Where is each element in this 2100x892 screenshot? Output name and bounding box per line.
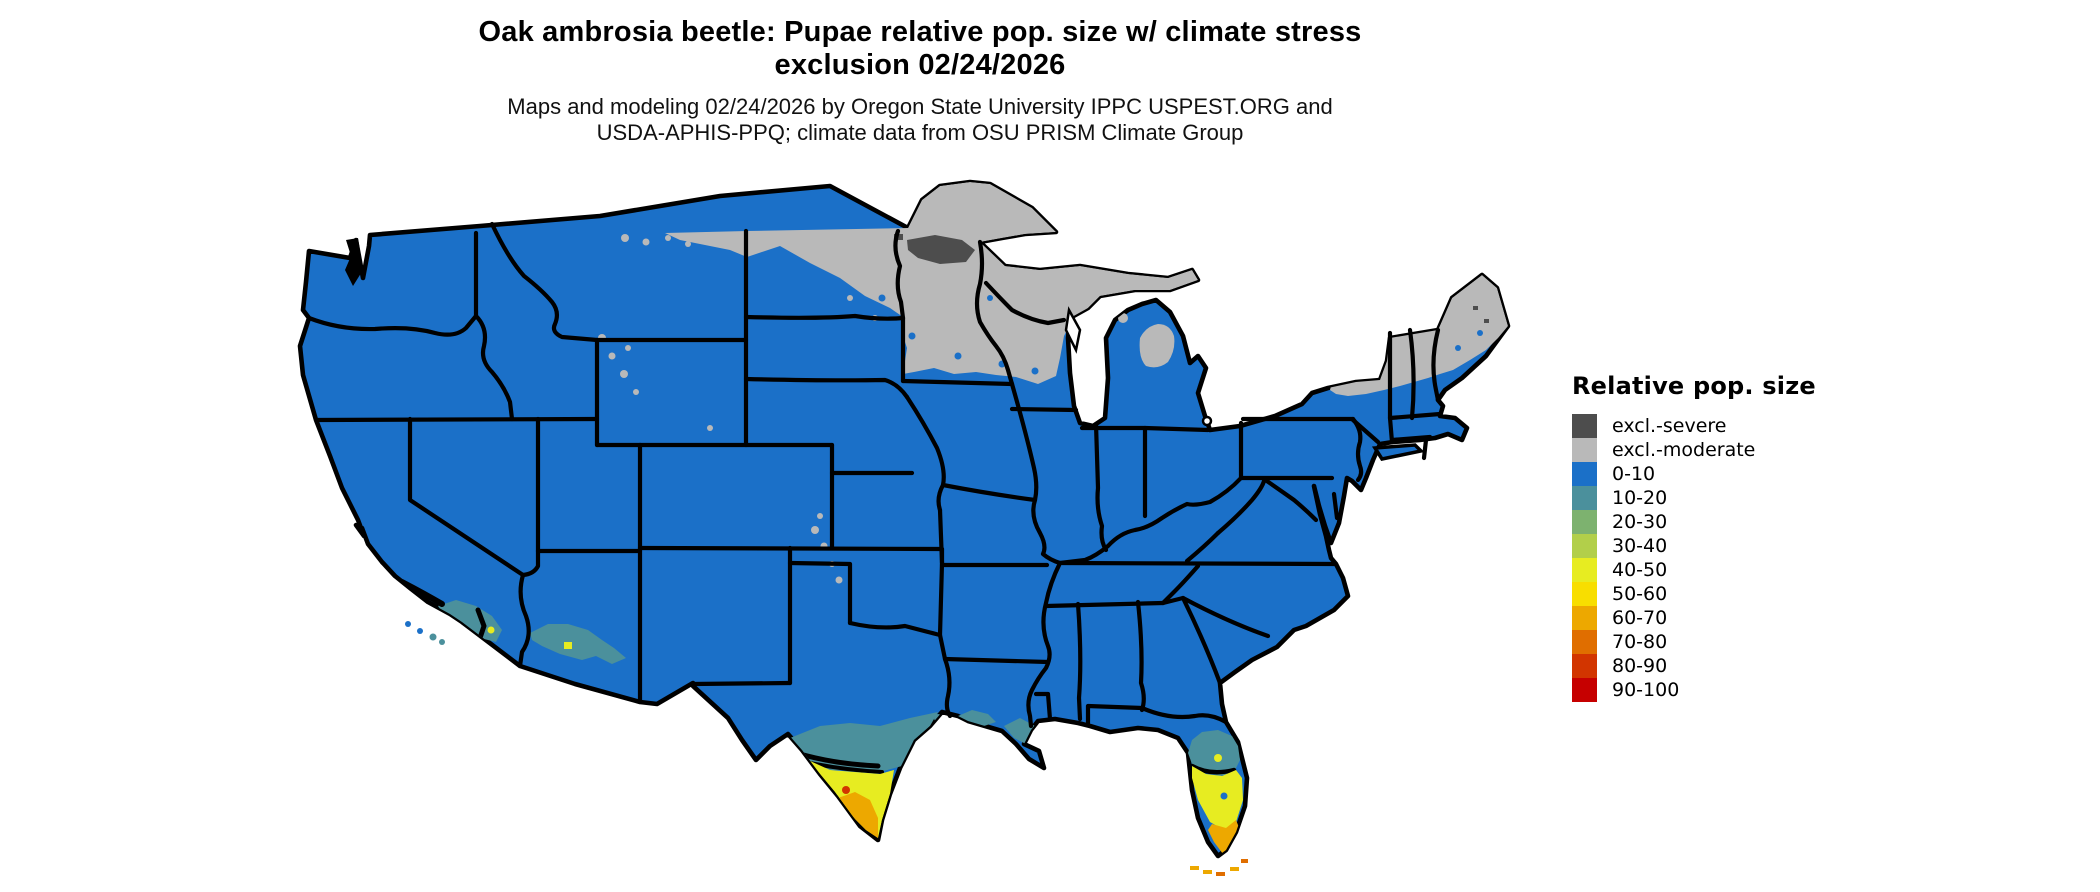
isle-royale-speckle: [1056, 242, 1072, 250]
legend-swatch: [1572, 462, 1597, 486]
speckle-severe: [894, 234, 903, 240]
legend-item-label: 20-30: [1612, 511, 1668, 533]
speckle-severe-maine: [1473, 306, 1478, 310]
legend-item: 40-50: [1572, 558, 1816, 582]
legend-item: excl.-moderate: [1572, 438, 1816, 462]
speckles-0-10-in-gray: [878, 294, 1483, 375]
state-borders: [306, 221, 1443, 729]
region-40-50-sliver-socal: [475, 607, 487, 641]
legend-item: 80-90: [1572, 654, 1816, 678]
speckle-severe-maine: [1484, 319, 1489, 323]
long-island: [1371, 443, 1425, 461]
region-10-20-sw-arizona: [530, 624, 626, 664]
legend-item-label: 60-70: [1612, 607, 1668, 629]
legend-swatch: [1572, 630, 1597, 654]
legend-item: 20-30: [1572, 510, 1816, 534]
legend-item-label: 10-20: [1612, 487, 1668, 509]
map-subtitle-line1: Maps and modeling 02/24/2026 by Oregon S…: [507, 94, 1333, 119]
region-20-30-strip-florida: [1189, 763, 1237, 775]
dot-40-50-socal: [487, 626, 495, 634]
region-10-20-socal: [438, 600, 502, 642]
region-40-50-south-florida: [1192, 766, 1243, 830]
legend-swatch: [1572, 438, 1597, 462]
legend-title: Relative pop. size: [1572, 372, 1816, 400]
region-10-20-south-texas: [790, 712, 938, 772]
legend-item-label: 70-80: [1612, 631, 1668, 653]
legend-item: 0-10: [1572, 462, 1816, 486]
us-map: [290, 178, 1520, 892]
dot-80-90-texas: [842, 786, 850, 794]
legend-item: 30-40: [1572, 534, 1816, 558]
legend-swatch: [1572, 510, 1597, 534]
channel-islands: [405, 621, 445, 645]
region-60-70-florida-tip: [1208, 820, 1240, 854]
legend-swatch: [1572, 582, 1597, 606]
map-title-line2: exclusion 02/24/2026: [774, 49, 1066, 81]
legend-item-label: excl.-severe: [1612, 415, 1727, 437]
region-excl-severe-minnesota: [907, 235, 975, 264]
lake-st-clair: [1201, 415, 1213, 427]
dot-0-10-florida: [1220, 792, 1228, 800]
region-60-70-rio-grande-tip: [838, 792, 878, 838]
map-subtitle-line2: USDA-APHIS-PPQ; climate data from OSU PR…: [596, 120, 1244, 145]
legend-item: 70-80: [1572, 630, 1816, 654]
legend-swatch: [1572, 486, 1597, 510]
legend-item: 90-100: [1572, 678, 1816, 702]
legend-item: 50-60: [1572, 582, 1816, 606]
legend-swatch: [1572, 414, 1597, 438]
legend-item: 10-20: [1572, 486, 1816, 510]
puget-sound-inlets: [345, 238, 363, 286]
legend-item-label: 90-100: [1612, 679, 1680, 701]
legend-item: excl.-severe: [1572, 414, 1816, 438]
region-10-20-ca-coast-strip: [399, 579, 445, 607]
legend-item-label: 80-90: [1612, 655, 1668, 677]
legend-item-label: 30-40: [1612, 535, 1668, 557]
florida-keys: [1190, 859, 1248, 876]
legend-swatch: [1572, 558, 1597, 582]
legend-item-label: 0-10: [1612, 463, 1656, 485]
region-10-20-central-florida: [1188, 730, 1240, 776]
green-bay-water: [1064, 306, 1082, 354]
region-excl-moderate-lower-michigan: [1139, 324, 1175, 368]
region-20-30-strip-texas: [797, 751, 881, 769]
legend-swatch: [1572, 678, 1597, 702]
chart-header: Oak ambrosia beetle: Pupae relative pop.…: [0, 16, 1840, 146]
legend-item-label: excl.-moderate: [1612, 439, 1756, 461]
map-title-line1: Oak ambrosia beetle: Pupae relative pop.…: [478, 16, 1362, 48]
legend-swatch: [1572, 534, 1597, 558]
legend-item-label: 40-50: [1612, 559, 1668, 581]
legend-rows: excl.-severe excl.-moderate 0-10 10-20 2…: [1572, 414, 1816, 702]
legend-item-label: 50-60: [1612, 583, 1668, 605]
legend-swatch: [1572, 606, 1597, 630]
legend-swatch: [1572, 654, 1597, 678]
region-excl-moderate-north: [665, 182, 1198, 384]
dot-40-50-florida: [1214, 754, 1222, 762]
dot-40-50-arizona: [564, 642, 572, 649]
legend: Relative pop. size excl.-severe excl.-mo…: [1572, 372, 1816, 702]
legend-item: 60-70: [1572, 606, 1816, 630]
